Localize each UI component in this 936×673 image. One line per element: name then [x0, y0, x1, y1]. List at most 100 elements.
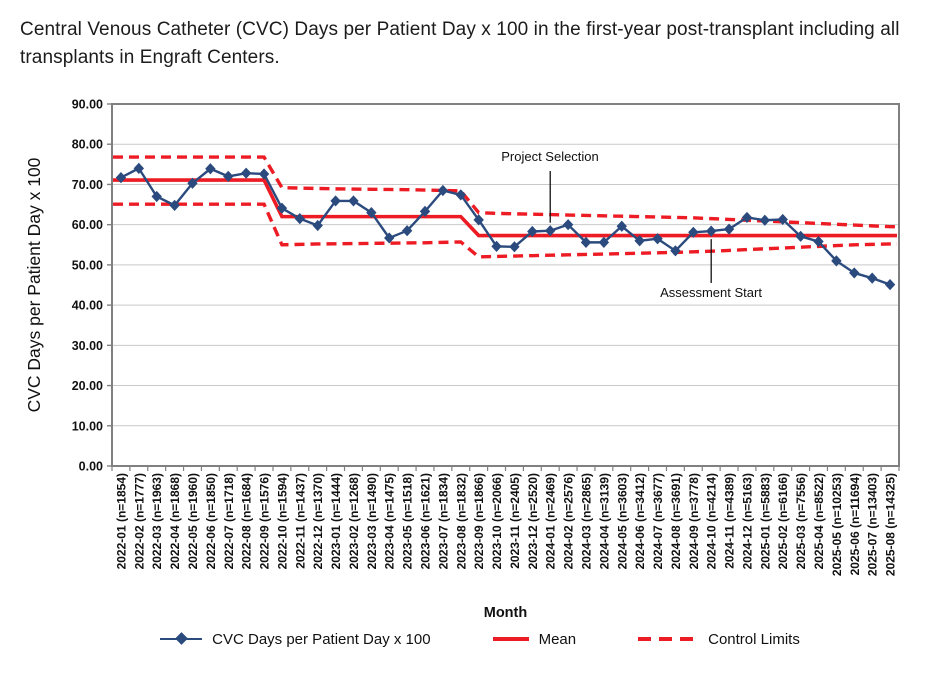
- x-tick-label: 2023-10 (n=2066): [490, 473, 504, 569]
- x-tick-label: 2022-11 (n=1437): [293, 473, 307, 569]
- x-tick-label: 2024-09 (n=3778): [687, 473, 701, 569]
- data-point-marker: [616, 220, 627, 232]
- x-tick-label: 2024-07 (n=3677): [651, 473, 665, 569]
- data-point-marker: [312, 219, 323, 232]
- y-tick-label: 70.00: [72, 178, 103, 192]
- data-point-marker: [437, 184, 449, 197]
- legend-item-series: CVC Days per Patient Day x 100: [160, 630, 431, 648]
- x-tick-label: 2023-03 (n=1490): [365, 473, 379, 569]
- data-point-marker: [187, 177, 198, 189]
- data-point-marker: [527, 225, 538, 238]
- data-point-marker: [831, 255, 842, 267]
- data-point-marker: [884, 278, 896, 291]
- data-point-marker: [634, 235, 645, 247]
- data-point-marker: [205, 163, 216, 175]
- data-point-marker: [473, 214, 484, 226]
- x-tick-label: 2024-11 (n=4389): [723, 473, 737, 569]
- y-tick-label: 10.00: [72, 419, 103, 433]
- annotation-project-selection: Project Selection: [501, 149, 599, 164]
- data-point-marker: [366, 207, 377, 219]
- annotation-assessment-start: Assessment Start: [660, 285, 762, 300]
- x-tick-label: 2022-09 (n=1576): [258, 473, 272, 569]
- data-point-marker: [509, 241, 520, 253]
- y-tick-label: 50.00: [72, 258, 103, 272]
- data-point-marker: [795, 230, 806, 242]
- x-tick-label: 2024-12 (n=5163): [740, 473, 754, 569]
- x-tick-label: 2022-03 (n=1963): [150, 473, 164, 569]
- x-tick-label: 2023-12 (n=2520): [526, 473, 540, 569]
- cvc-series-line: [120, 167, 891, 286]
- legend-item-control-limits: Control Limits: [638, 631, 800, 648]
- x-axis-title: Month: [483, 605, 528, 621]
- x-tick-label: 2022-05 (n=1960): [186, 473, 200, 569]
- data-point-marker: [348, 195, 359, 207]
- x-tick-label: 2023-05 (n=1518): [401, 473, 415, 569]
- x-tick-label: 2022-08 (n=1684): [240, 473, 254, 569]
- mean-line-icon: [492, 637, 529, 641]
- data-point-marker: [115, 172, 127, 184]
- data-point-marker: [705, 225, 717, 237]
- x-tick-label: 2025-08 (n=14325): [884, 473, 898, 576]
- data-point-marker: [169, 199, 180, 211]
- legend-series-label: CVC Days per Patient Day x 100: [212, 630, 431, 648]
- data-point-marker: [598, 236, 610, 248]
- y-tick-label: 20.00: [72, 379, 103, 393]
- data-point-marker: [813, 235, 824, 248]
- data-point-marker: [670, 245, 681, 257]
- x-tick-label: 2025-04 (n=8522): [812, 473, 826, 569]
- x-tick-label: 2025-05 (n=10253): [830, 473, 844, 576]
- x-tick-label: 2025-07 (n=13403): [866, 473, 880, 576]
- chart-title: Central Venous Catheter (CVC) Days per P…: [20, 19, 900, 68]
- data-point-marker: [419, 205, 431, 217]
- data-point-marker: [133, 162, 145, 174]
- data-point-marker: [866, 272, 878, 284]
- x-tick-label: 2025-06 (n=11694): [848, 473, 862, 575]
- upper-control-limit-line: [113, 155, 897, 229]
- x-tick-label: 2024-10 (n=4214): [705, 473, 719, 569]
- lower-control-limit-line: [113, 202, 897, 259]
- data-point-marker: [688, 226, 699, 238]
- x-tick-label: 2022-07 (n=1718): [222, 473, 236, 569]
- x-tick-label: 2025-03 (n=7556): [794, 473, 808, 569]
- legend-mean-label: Mean: [538, 630, 577, 648]
- y-tick-label: 80.00: [72, 138, 103, 152]
- x-tick-label: 2022-04 (n=1868): [168, 473, 182, 569]
- x-tick-label: 2023-02 (n=1268): [347, 473, 361, 569]
- data-point-marker: [455, 189, 466, 201]
- data-point-marker: [276, 202, 288, 214]
- legend-limits-label: Control Limits: [708, 630, 800, 648]
- data-point-marker: [384, 232, 395, 244]
- x-tick-label: 2023-04 (n=1475): [383, 473, 397, 569]
- data-point-marker: [294, 213, 306, 225]
- x-tick-label: 2023-08 (n=1832): [454, 473, 468, 569]
- x-tick-label: 2025-02 (n=6166): [776, 473, 790, 569]
- series-line-diamond-icon: [160, 632, 203, 646]
- y-tick-label: 40.00: [72, 299, 103, 313]
- x-tick-label: 2024-02 (n=2576): [562, 473, 576, 569]
- x-tick-label: 2025-01 (n=5883): [758, 473, 772, 569]
- x-tick-label: 2022-01 (n=1854): [114, 473, 128, 569]
- chart-legend: CVC Days per Patient Day x 100 Mean Cont…: [40, 624, 920, 654]
- x-tick-label: 2023-06 (n=1621): [419, 473, 433, 569]
- x-tick-label: 2023-01 (n=1444): [329, 473, 343, 569]
- x-tick-label: 2023-11 (n=2405): [508, 473, 522, 569]
- x-tick-label: 2024-03 (n=2865): [579, 473, 593, 569]
- y-tick-label: 60.00: [72, 218, 103, 232]
- x-tick-label: 2024-08 (n=3691): [669, 473, 683, 569]
- mean-line: [113, 178, 897, 238]
- x-tick-label: 2024-01 (n=2469): [544, 473, 558, 569]
- x-tick-label: 2022-02 (n=1777): [132, 473, 146, 569]
- y-tick-label: 90.00: [72, 98, 103, 112]
- data-point-marker: [759, 214, 771, 226]
- data-point-marker: [580, 236, 592, 248]
- y-tick-label: 0.00: [79, 460, 103, 474]
- data-point-marker: [652, 233, 663, 245]
- data-point-marker: [562, 219, 574, 231]
- x-tick-label: 2022-12 (n=1370): [311, 473, 325, 569]
- data-point-marker: [223, 170, 234, 182]
- dashed-line-icon: [638, 637, 699, 641]
- data-point-marker: [491, 240, 502, 252]
- data-point-marker: [240, 167, 252, 179]
